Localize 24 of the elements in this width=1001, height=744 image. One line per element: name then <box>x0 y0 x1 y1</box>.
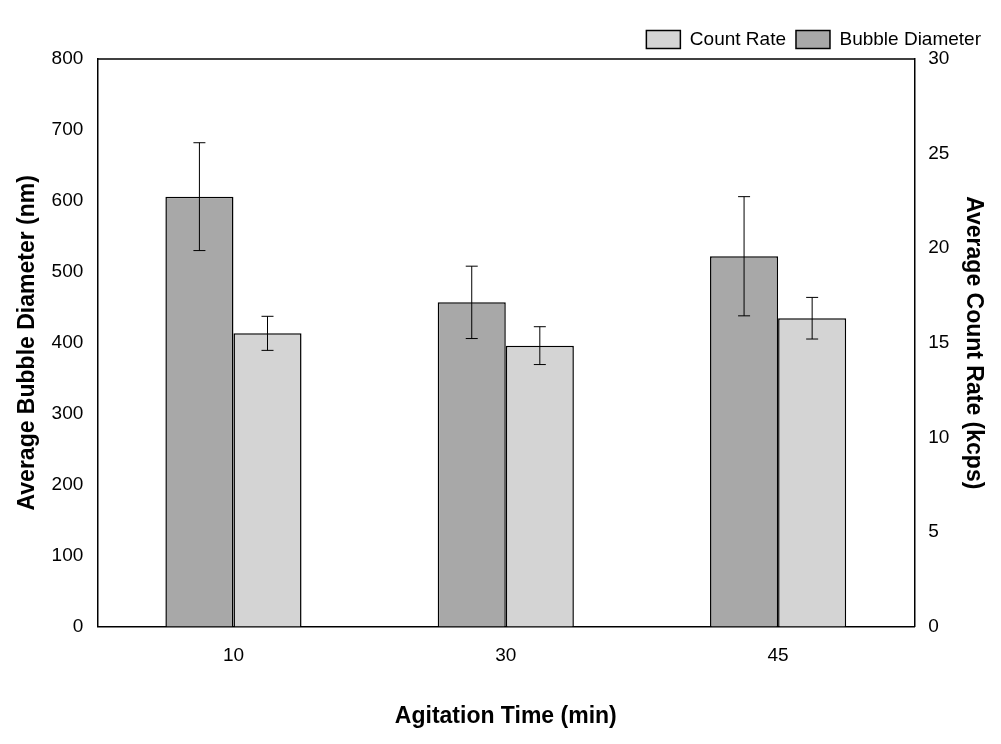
y2-axis-title: Average Count Rate (kcps) <box>961 196 988 490</box>
x-tick-label: 10 <box>222 644 245 666</box>
x-axis-title: Agitation Time (min) <box>394 701 617 728</box>
y-tick-label: 400 <box>51 331 84 353</box>
x-tick-label: 45 <box>767 644 789 666</box>
y-tick-label: 500 <box>51 260 84 282</box>
y2-tick-label: 10 <box>928 425 950 447</box>
y2-tick-label: 5 <box>928 520 939 542</box>
x-tick-label: 30 <box>495 644 517 666</box>
y2-tick-label: 30 <box>928 47 950 69</box>
y2-tick-label: 0 <box>928 614 939 636</box>
y2-tick-label: 20 <box>928 236 950 258</box>
y2-tick-label: 15 <box>928 331 950 353</box>
legend-label: Count Rate <box>689 27 786 49</box>
y-tick-label: 200 <box>51 472 84 494</box>
y-tick-label: 100 <box>51 543 84 565</box>
y-tick-label: 300 <box>51 401 84 423</box>
y-tick-label: 800 <box>51 47 84 69</box>
legend-label: Bubble Diameter <box>839 27 982 49</box>
y2-tick-label: 25 <box>928 141 950 163</box>
y-tick-label: 700 <box>51 118 84 140</box>
y-axis-title: Average Bubble Diameter (nm) <box>13 175 40 511</box>
y-tick-label: 0 <box>72 614 84 636</box>
y-tick-label: 600 <box>51 189 84 211</box>
